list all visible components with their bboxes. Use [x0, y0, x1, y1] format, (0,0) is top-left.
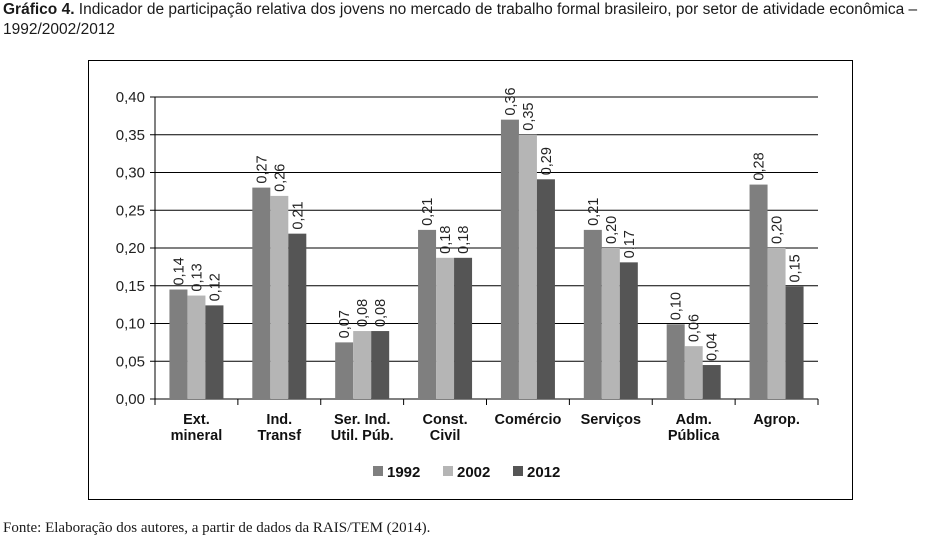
legend-swatch-2002	[443, 466, 453, 476]
data-label: 0,08	[373, 299, 389, 327]
y-tick-label: 0,35	[116, 127, 145, 144]
data-label: 0,21	[290, 201, 306, 229]
source-note: Fonte: Elaboração dos autores, a partir …	[3, 520, 430, 537]
data-label: 0,15	[788, 254, 804, 282]
bar-2002	[270, 195, 289, 399]
legend-label: 1992	[387, 464, 420, 481]
y-tick-label: 0,20	[116, 240, 145, 257]
data-label: 0,07	[337, 310, 353, 338]
bar-1992	[500, 119, 519, 400]
bar-2012	[454, 257, 473, 399]
x-category-label: Pública	[668, 428, 721, 444]
bar-2002	[601, 248, 620, 399]
legend-swatch-1992	[373, 466, 383, 476]
bar-1992	[583, 229, 602, 399]
x-category-label: Adm.	[676, 412, 712, 428]
data-label: 0,04	[705, 333, 721, 361]
data-label: 0,13	[189, 263, 205, 291]
x-category-label: Ser. Ind.	[334, 412, 390, 428]
data-label: 0,12	[207, 273, 223, 301]
bar-2002	[684, 346, 703, 399]
x-category-label: Serviços	[581, 412, 641, 428]
data-label: 0,28	[752, 152, 768, 180]
bar-1992	[169, 289, 188, 399]
bar-2002	[767, 248, 786, 399]
source-text: Elaboração dos autores, a partir de dado…	[41, 520, 431, 536]
data-label: 0,10	[669, 292, 685, 320]
y-tick-label: 0,00	[116, 391, 145, 408]
x-category-label: Util. Púb.	[331, 428, 394, 444]
bar-2002	[518, 134, 537, 399]
data-label: 0,18	[438, 226, 454, 254]
legend-swatch-2012	[513, 466, 523, 476]
source-label: Fonte:	[3, 520, 42, 536]
bar-1992	[666, 324, 685, 399]
data-label: 0,08	[355, 299, 371, 327]
bar-2002	[187, 295, 206, 399]
data-label: 0,14	[171, 257, 187, 285]
bar-2012	[371, 331, 390, 399]
data-label: 0,27	[254, 155, 270, 183]
bar-1992	[749, 184, 768, 399]
legend-label: 2002	[457, 464, 490, 481]
y-tick-label: 0,05	[116, 353, 145, 370]
x-category-label: mineral	[171, 428, 223, 444]
x-category-label: Civil	[430, 428, 461, 444]
data-label: 0,36	[503, 87, 519, 115]
bar-2012	[619, 262, 638, 399]
data-label: 0,17	[622, 230, 638, 258]
bar-2002	[353, 331, 372, 399]
y-tick-label: 0,15	[116, 278, 145, 295]
x-category-label: Ext.	[183, 412, 210, 428]
chart-frame	[88, 60, 853, 500]
bar-1992	[418, 229, 437, 399]
caption-label: Gráfico 4.	[3, 1, 75, 18]
caption-text: Indicador de participação relativa dos j…	[3, 1, 918, 38]
y-tick-label: 0,10	[116, 316, 145, 333]
bar-2012	[785, 286, 804, 399]
x-category-label: Const.	[423, 412, 468, 428]
bar-1992	[252, 187, 271, 399]
bar-2012	[536, 179, 555, 399]
x-category-label: Ind.	[266, 412, 292, 428]
bar-chart: 0,000,050,100,150,200,250,300,350,400,14…	[116, 87, 819, 481]
bar-2012	[702, 365, 721, 399]
data-label: 0,29	[539, 147, 555, 175]
bar-2012	[288, 233, 307, 399]
legend-label: 2012	[527, 464, 560, 481]
bar-2012	[205, 305, 224, 399]
bar-2002	[436, 257, 455, 399]
data-label: 0,18	[456, 226, 472, 254]
x-category-label: Agrop.	[753, 412, 800, 428]
data-label: 0,26	[272, 164, 288, 192]
data-label: 0,06	[687, 314, 703, 342]
y-tick-label: 0,40	[116, 89, 145, 106]
x-category-label: Transf	[258, 428, 302, 444]
data-label: 0,21	[586, 198, 602, 226]
data-label: 0,20	[770, 216, 786, 244]
bar-1992	[335, 342, 354, 399]
data-label: 0,21	[420, 198, 436, 226]
x-category-label: Comércio	[494, 412, 561, 428]
data-label: 0,35	[521, 103, 537, 131]
figure-caption: Gráfico 4. Indicador de participação rel…	[3, 0, 935, 40]
y-tick-label: 0,30	[116, 165, 145, 182]
y-tick-label: 0,25	[116, 202, 145, 219]
data-label: 0,20	[604, 216, 620, 244]
